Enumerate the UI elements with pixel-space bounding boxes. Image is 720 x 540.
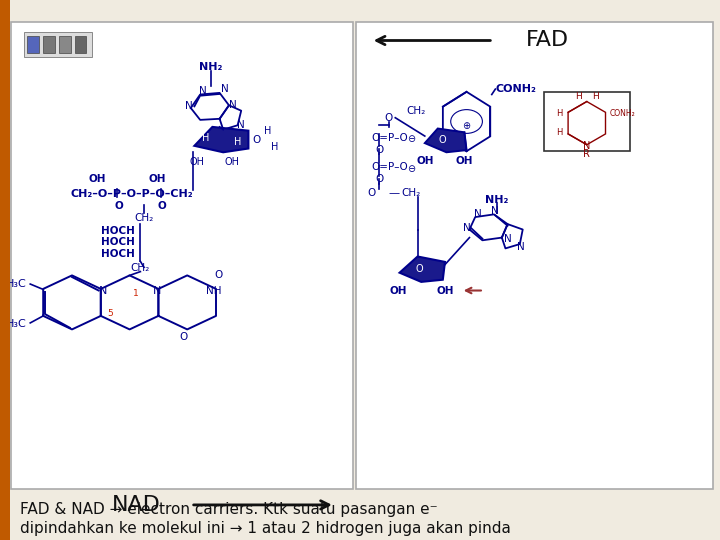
Text: N: N [199, 86, 207, 96]
Text: N: N [229, 100, 236, 110]
Text: N: N [505, 234, 512, 244]
Text: CONH₂: CONH₂ [495, 84, 536, 94]
Text: OH: OH [148, 174, 166, 184]
Text: N: N [99, 286, 107, 295]
Text: O: O [415, 264, 423, 274]
Text: H: H [264, 126, 271, 136]
Text: H: H [575, 92, 582, 100]
Bar [0, 0, 10, 540]
Text: H: H [557, 129, 562, 137]
Text: N: N [583, 141, 590, 151]
Text: H: H [271, 142, 279, 152]
Text: N: N [518, 242, 525, 252]
Bar [356, 22, 713, 489]
Text: OH: OH [390, 286, 407, 295]
Text: OH: OH [416, 156, 433, 166]
Text: O: O [114, 201, 123, 211]
Text: dipindahkan ke molekul ini → 1 atau 2 hidrogen juga akan pinda: dipindahkan ke molekul ini → 1 atau 2 hi… [20, 521, 511, 536]
Text: 5: 5 [107, 309, 113, 318]
Text: HOCH: HOCH [101, 249, 135, 259]
Text: O=P–O: O=P–O [372, 163, 408, 172]
Text: NH₂: NH₂ [199, 63, 222, 72]
Bar [24, 32, 92, 57]
Text: O: O [252, 136, 261, 145]
Text: N: N [474, 209, 482, 219]
Text: O: O [375, 145, 384, 155]
Text: ⊖: ⊖ [407, 164, 415, 174]
Text: H₃C: H₃C [6, 319, 26, 329]
Text: OH: OH [89, 174, 106, 184]
Text: O: O [439, 136, 446, 145]
Text: CONH₂: CONH₂ [610, 109, 636, 118]
Text: CH₂: CH₂ [135, 213, 153, 223]
Text: FAD: FAD [526, 30, 569, 51]
Text: O: O [384, 113, 393, 123]
Text: CH₂: CH₂ [402, 188, 421, 198]
Text: N: N [492, 206, 499, 215]
Bar [59, 36, 71, 53]
Text: N: N [153, 286, 161, 295]
Text: 1: 1 [132, 289, 138, 298]
Text: R: R [583, 150, 590, 159]
Text: OH: OH [436, 286, 454, 295]
Text: N: N [463, 223, 470, 233]
Bar [75, 36, 86, 53]
Text: —: — [389, 188, 400, 198]
Text: HOCH: HOCH [101, 226, 135, 235]
Text: O: O [158, 201, 166, 211]
Polygon shape [194, 127, 248, 152]
Text: N: N [238, 120, 245, 130]
Text: ⊖: ⊖ [407, 134, 415, 144]
Text: O: O [375, 174, 384, 184]
Text: OH: OH [225, 157, 239, 167]
Text: CH₂: CH₂ [406, 106, 426, 116]
Text: OH: OH [456, 156, 473, 166]
Text: NAD: NAD [112, 495, 161, 515]
Text: ⊕: ⊕ [462, 121, 471, 131]
Bar [11, 22, 353, 489]
Text: O: O [214, 271, 222, 280]
Text: NH₂: NH₂ [485, 195, 508, 205]
Text: FAD & NAD → electron carriers. Ktk suatu pasangan e⁻: FAD & NAD → electron carriers. Ktk suatu… [20, 502, 438, 517]
Text: O: O [367, 188, 376, 198]
Text: O: O [179, 333, 188, 342]
Text: OH: OH [189, 157, 204, 167]
Text: CH₂: CH₂ [131, 264, 150, 273]
Bar [544, 92, 630, 151]
Polygon shape [400, 256, 445, 282]
Text: H₃C: H₃C [6, 279, 26, 289]
Text: CH₂–O–P–O–P–O–CH₂: CH₂–O–P–O–P–O–CH₂ [71, 190, 193, 199]
Polygon shape [425, 129, 467, 152]
Text: O=P–O: O=P–O [372, 133, 408, 143]
Text: H: H [557, 109, 562, 118]
Text: H: H [234, 137, 241, 147]
Bar [27, 36, 39, 53]
Text: N: N [185, 102, 192, 111]
Text: H: H [202, 133, 209, 143]
Text: NH: NH [206, 286, 222, 295]
Text: H: H [592, 92, 599, 100]
Text: HOCH: HOCH [101, 238, 135, 247]
Bar [43, 36, 55, 53]
Text: N: N [222, 84, 229, 93]
